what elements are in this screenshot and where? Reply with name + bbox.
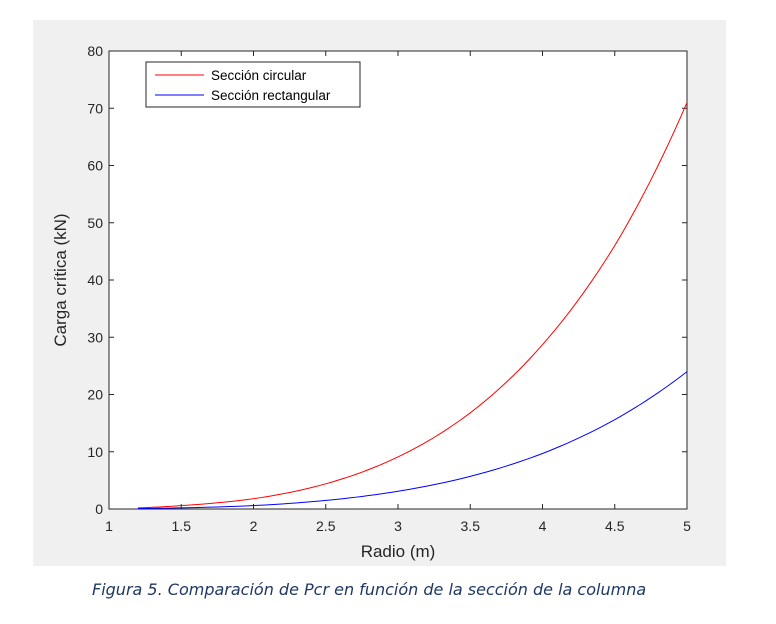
y-tick-label: 10: [87, 444, 103, 460]
x-tick-label: 4: [539, 518, 547, 534]
figure-caption: Figura 5. Comparación de Pcr en función …: [92, 580, 647, 599]
legend-label-2: Sección rectangular: [211, 88, 331, 103]
x-tick-label: 1.5: [172, 518, 192, 534]
plot-area: [108, 50, 688, 510]
x-tick-label: 2: [250, 518, 258, 534]
y-tick-label: 20: [87, 387, 103, 403]
figure-panel: 1 1.5 2 2.5 3 3.5 4 4.5 5 0 10 20 30 40 50 60 70 80 Secci…: [33, 20, 726, 566]
x-axis-label: Radio (m): [361, 542, 436, 561]
series-line-2: [137, 371, 688, 510]
legend: Sección circular Sección rectangular: [145, 61, 361, 108]
legend-box: [145, 61, 361, 108]
y-tick-label: 70: [87, 100, 103, 116]
y-tick-label: 30: [87, 329, 103, 345]
y-axis-label: Carga crítica (kN): [51, 213, 70, 346]
x-tick-label: 3.5: [461, 518, 481, 534]
x-tick-label: 1: [105, 518, 113, 534]
x-tick-label: 4.5: [605, 518, 625, 534]
y-tick-label: 60: [87, 158, 103, 174]
y-tick-label: 50: [87, 215, 103, 231]
x-tick-label: 3: [394, 518, 402, 534]
series-lines: [137, 102, 688, 510]
y-tick-label: 40: [87, 272, 103, 288]
x-tick-label: 2.5: [316, 518, 336, 534]
y-tick-label: 80: [87, 43, 103, 59]
legend-label-1: Sección circular: [211, 68, 307, 83]
series-line-1: [137, 102, 688, 509]
x-tick-label: 5: [683, 518, 691, 534]
y-tick-label: 0: [95, 501, 103, 517]
